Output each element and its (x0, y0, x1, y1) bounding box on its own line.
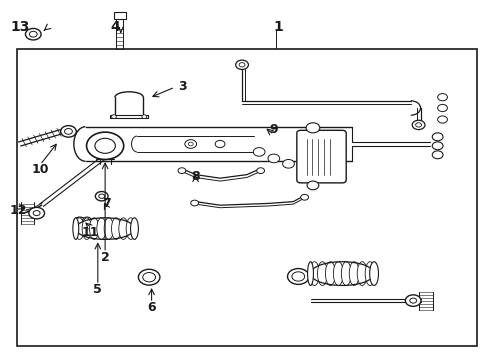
Circle shape (61, 126, 76, 137)
Ellipse shape (104, 218, 113, 239)
Circle shape (409, 298, 416, 303)
Ellipse shape (325, 262, 335, 285)
Circle shape (178, 168, 185, 174)
Circle shape (415, 123, 421, 127)
Circle shape (306, 181, 318, 190)
Ellipse shape (365, 262, 374, 285)
Circle shape (256, 168, 264, 174)
Ellipse shape (341, 262, 350, 285)
Circle shape (235, 60, 248, 69)
Circle shape (437, 116, 447, 123)
Circle shape (282, 159, 294, 168)
Text: 5: 5 (93, 283, 102, 296)
Circle shape (405, 295, 420, 306)
Circle shape (77, 220, 82, 223)
Ellipse shape (333, 262, 343, 285)
Circle shape (291, 272, 304, 281)
Text: 4: 4 (110, 20, 120, 34)
Ellipse shape (75, 218, 84, 239)
Circle shape (437, 104, 447, 112)
Circle shape (239, 63, 244, 67)
Circle shape (431, 151, 442, 159)
Circle shape (29, 207, 44, 219)
Text: 3: 3 (178, 80, 187, 93)
Ellipse shape (97, 218, 106, 239)
Text: 9: 9 (269, 123, 278, 136)
Text: 13: 13 (11, 20, 30, 34)
Text: 6: 6 (147, 301, 156, 314)
Ellipse shape (119, 218, 128, 239)
Circle shape (95, 192, 108, 201)
Circle shape (431, 142, 442, 150)
Circle shape (253, 148, 264, 156)
Text: 12: 12 (10, 204, 27, 217)
Circle shape (437, 94, 447, 101)
Circle shape (95, 138, 115, 153)
Circle shape (188, 142, 193, 146)
Ellipse shape (130, 218, 138, 239)
Text: 10: 10 (31, 163, 49, 176)
Text: 8: 8 (191, 170, 200, 183)
Circle shape (64, 129, 72, 134)
Circle shape (305, 123, 319, 133)
Ellipse shape (309, 262, 319, 285)
Circle shape (25, 28, 41, 40)
Circle shape (85, 219, 89, 222)
Circle shape (411, 120, 424, 130)
Circle shape (142, 273, 155, 282)
Circle shape (111, 115, 116, 118)
Circle shape (431, 133, 442, 141)
Ellipse shape (317, 262, 327, 285)
Circle shape (190, 200, 198, 206)
Circle shape (99, 194, 104, 198)
Ellipse shape (348, 262, 358, 285)
Circle shape (215, 140, 224, 148)
Text: 7: 7 (102, 197, 111, 210)
Ellipse shape (82, 218, 91, 239)
Circle shape (267, 154, 279, 163)
Circle shape (138, 269, 160, 285)
Circle shape (184, 140, 196, 148)
Ellipse shape (126, 218, 135, 239)
Circle shape (33, 211, 40, 216)
FancyBboxPatch shape (296, 130, 346, 183)
Ellipse shape (307, 262, 313, 285)
Ellipse shape (89, 218, 99, 239)
Circle shape (82, 217, 91, 224)
Circle shape (300, 194, 308, 200)
Circle shape (287, 269, 308, 284)
Ellipse shape (111, 218, 121, 239)
Ellipse shape (73, 218, 79, 239)
Ellipse shape (356, 262, 366, 285)
Ellipse shape (369, 262, 378, 285)
Circle shape (29, 31, 37, 37)
Bar (17, 49, 476, 346)
Circle shape (74, 217, 85, 226)
Bar (114, 12, 125, 19)
Circle shape (142, 115, 146, 118)
Circle shape (86, 132, 123, 159)
Text: 11: 11 (81, 226, 99, 239)
Text: 1: 1 (273, 20, 283, 34)
Text: 2: 2 (101, 251, 109, 264)
